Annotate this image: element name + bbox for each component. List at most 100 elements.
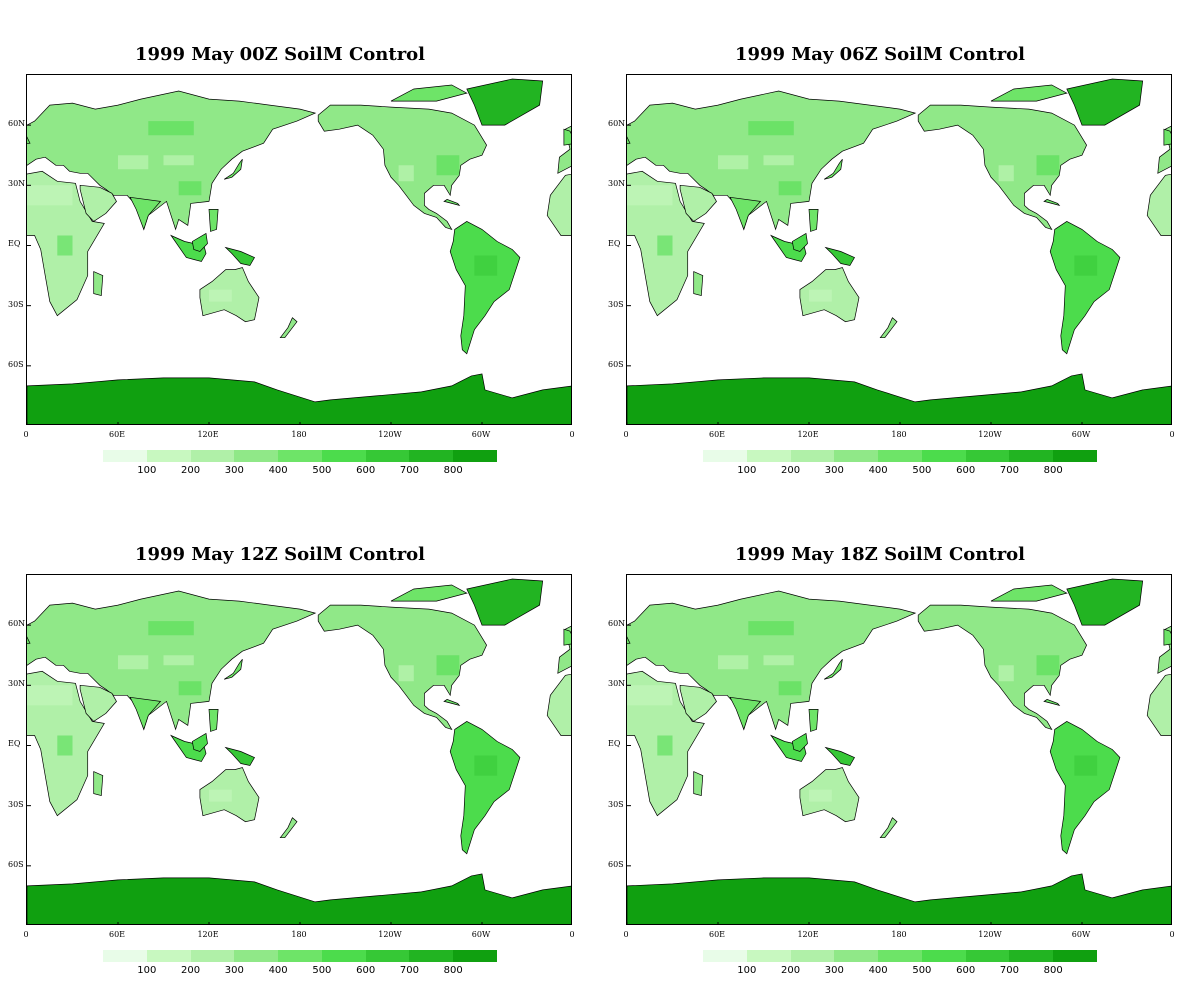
land-region <box>79 684 117 722</box>
soil-moisture-patch <box>763 655 794 666</box>
colorbar-label: 700 <box>999 465 1019 476</box>
land-region <box>824 158 843 180</box>
soil-moisture-patch <box>27 685 73 706</box>
land-region <box>208 709 219 732</box>
colorbar-swatch <box>365 450 410 462</box>
soil-moisture-map <box>27 578 571 924</box>
land-region <box>449 720 521 855</box>
soil-moisture-patch <box>657 235 673 256</box>
soil-moisture-patch <box>209 289 232 302</box>
soil-moisture-patch <box>718 155 749 170</box>
panel-title: 1999 May 00Z SoilM Control <box>134 44 426 65</box>
land-region <box>791 232 808 252</box>
colorbar-label: 400 <box>868 465 888 476</box>
colorbar-swatch <box>146 450 191 462</box>
land-region <box>770 734 807 762</box>
colorbar-labels: 100 200 300 400 500 600 700 800 <box>703 465 1097 479</box>
latitude-label: 60S <box>608 359 624 369</box>
colorbar-swatch <box>409 450 454 462</box>
colorbar-swatch <box>234 950 279 962</box>
colorbar-swatch <box>834 950 879 962</box>
land-region <box>693 771 704 797</box>
land-region <box>170 734 207 762</box>
latitude-label: 30N <box>8 179 26 189</box>
map-panel: 1999 May 18Z SoilM Control 60N 30N EQ 30S 60S… <box>600 500 1175 976</box>
colorbar-label: 400 <box>268 465 288 476</box>
colorbar-swatch <box>921 950 966 962</box>
colorbar-swatch <box>103 950 147 962</box>
colorbar-swatch <box>365 950 410 962</box>
land-region <box>729 196 762 231</box>
soil-moisture-patch <box>178 681 202 696</box>
colorbar-swatch <box>790 450 835 462</box>
latitude-label: 30N <box>8 679 26 689</box>
colorbar-label: 400 <box>868 965 888 976</box>
soil-moisture-patch <box>998 165 1014 182</box>
colorbar-labels: 100 200 300 400 500 600 700 800 <box>103 465 497 479</box>
land-region <box>729 696 762 731</box>
soil-moisture-patch <box>627 185 673 206</box>
colorbar-swatch <box>878 950 922 962</box>
soil-moisture-patch <box>778 181 802 196</box>
latitude-label: 30S <box>608 799 624 809</box>
longitude-label: 60E <box>108 430 126 439</box>
soil-moisture-map <box>627 578 1171 924</box>
longitude-label: 60E <box>108 930 126 939</box>
colorbar-label: 200 <box>181 965 201 976</box>
land-region <box>390 84 468 102</box>
soil-moisture-patch <box>57 235 73 256</box>
land-region <box>466 578 544 626</box>
soil-moisture-patch <box>474 755 498 776</box>
colorbar-swatch <box>190 450 235 462</box>
colorbar-swatch <box>278 950 322 962</box>
land-region <box>824 658 843 680</box>
soil-moisture-patch <box>118 155 149 170</box>
land-region <box>1163 628 1171 646</box>
map-frame <box>626 574 1172 925</box>
land-region <box>129 196 162 231</box>
soil-moisture-patch <box>148 621 194 636</box>
colorbar-swatch <box>703 450 747 462</box>
colorbar-label: 200 <box>781 465 801 476</box>
soil-moisture-patch <box>657 735 673 756</box>
soil-moisture-patch <box>748 621 794 636</box>
longitude-label: 120E <box>797 430 819 439</box>
latitude-label: EQ <box>608 739 621 749</box>
longitude-label: 60W <box>471 430 491 439</box>
land-region <box>627 873 1171 924</box>
longitude-label: 0 <box>23 930 29 939</box>
colorbar-label: 400 <box>268 965 288 976</box>
colorbar-swatch <box>146 950 191 962</box>
land-region <box>1066 578 1144 626</box>
land-region <box>93 271 104 297</box>
colorbar-swatch <box>453 450 498 462</box>
soil-moisture-patch <box>57 735 73 756</box>
land-region <box>129 696 162 731</box>
longitude-label: 60E <box>708 930 726 939</box>
colorbar-swatch <box>103 450 147 462</box>
soil-moisture-patch <box>809 289 832 302</box>
land-region <box>879 817 898 839</box>
land-region <box>79 184 117 222</box>
colorbar-swatch <box>921 450 966 462</box>
soil-moisture-patch <box>718 655 749 670</box>
colorbar-label: 300 <box>824 465 844 476</box>
soil-moisture-patch <box>148 121 194 136</box>
land-region <box>27 873 571 924</box>
colorbar-label: 500 <box>912 465 932 476</box>
longitude-label: 180 <box>291 930 307 939</box>
land-region <box>170 234 207 262</box>
land-region <box>449 220 521 355</box>
soil-moisture-patch <box>118 655 149 670</box>
colorbar-label: 800 <box>1043 465 1063 476</box>
colorbar-labels: 100 200 300 400 500 600 700 800 <box>703 965 1097 979</box>
soil-moisture-map <box>27 78 571 424</box>
colorbar-label: 200 <box>181 465 201 476</box>
latitude-label: 60S <box>608 859 624 869</box>
longitude-label: 0 <box>623 430 629 439</box>
soil-moisture-patch <box>998 665 1014 682</box>
longitude-label: 0 <box>1169 930 1175 939</box>
land-region <box>679 184 717 222</box>
land-region <box>1043 199 1061 207</box>
land-region <box>27 136 31 145</box>
